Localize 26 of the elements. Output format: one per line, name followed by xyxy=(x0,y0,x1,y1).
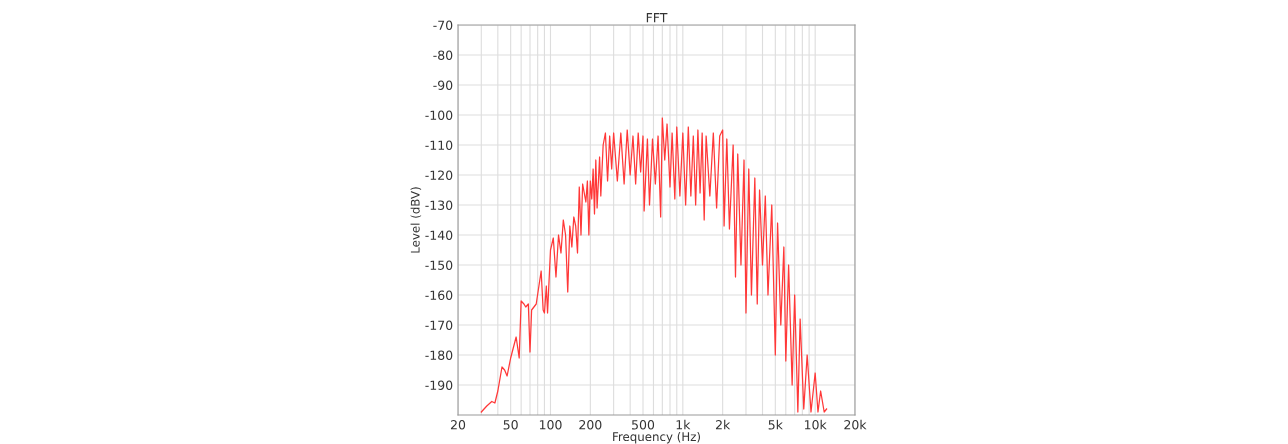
x-tick-label: 5k xyxy=(768,419,783,430)
y-tick-label: -190 xyxy=(425,380,453,390)
y-tick-label: -160 xyxy=(425,290,453,300)
y-tick-label: -120 xyxy=(425,170,453,180)
x-tick-label: 200 xyxy=(579,420,602,430)
y-tick-label: -150 xyxy=(425,260,453,270)
x-tick-label: 2k xyxy=(715,419,731,430)
x-tick-label: 10k xyxy=(804,419,827,430)
y-tick-label: -90 xyxy=(433,80,453,90)
y-tick-label: -70 xyxy=(433,20,453,30)
y-tick-label: -130 xyxy=(425,200,453,210)
y-axis-title: Level (dBV) xyxy=(410,187,422,253)
x-tick-label: 1k xyxy=(676,419,691,430)
chart-title: FFT xyxy=(646,13,668,23)
x-tick-label: 20 xyxy=(450,420,466,430)
y-tick-label: -110 xyxy=(425,140,453,150)
x-tick-label: 20k xyxy=(844,419,867,430)
x-tick-label: 100 xyxy=(539,420,562,430)
x-axis-title: Frequency (Hz) xyxy=(613,431,700,444)
x-tick-label: 50 xyxy=(503,420,518,430)
y-tick-label: -140 xyxy=(425,230,453,240)
y-tick-label: -100 xyxy=(425,110,453,120)
y-tick-label: -170 xyxy=(425,320,453,330)
y-tick-label: -180 xyxy=(425,350,453,360)
y-tick-label: -80 xyxy=(433,50,453,60)
x-tick-label: 500 xyxy=(632,420,655,430)
